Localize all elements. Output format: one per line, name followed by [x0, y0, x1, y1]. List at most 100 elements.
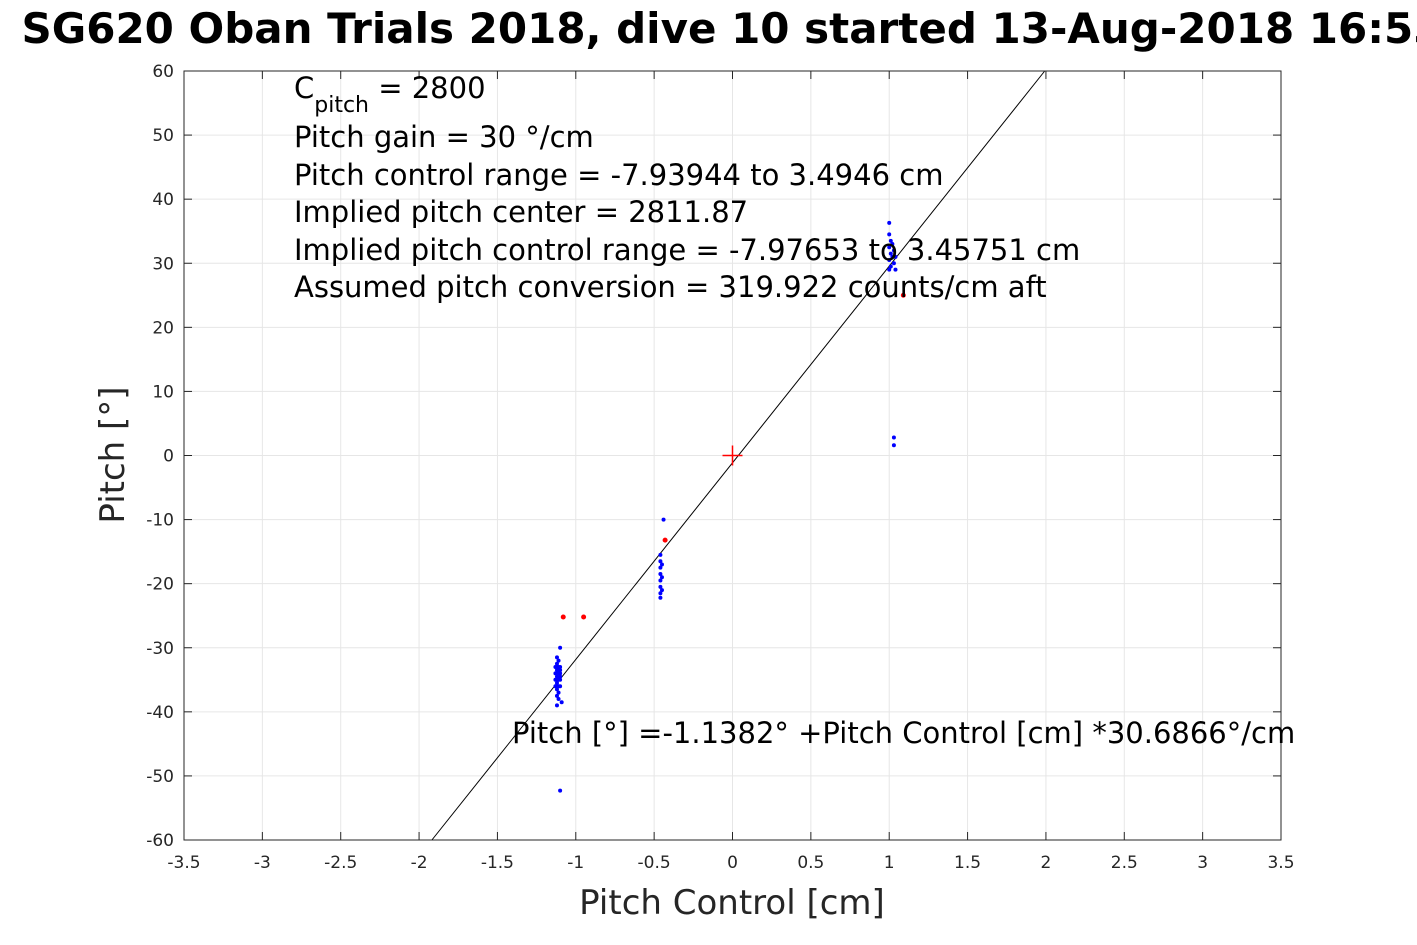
data-point: [554, 668, 559, 673]
y-tick-label: 10: [152, 382, 174, 402]
data-point: [553, 677, 558, 682]
x-tick-label: 2.5: [1111, 853, 1138, 873]
data-point: [658, 591, 663, 596]
x-tick-label: -3: [254, 853, 271, 873]
fit-equation-annotation: Pitch [°] =-1.1382° +Pitch Control [cm] …: [512, 716, 1295, 750]
x-tick-label: -2: [411, 853, 428, 873]
data-point: [890, 242, 895, 247]
x-tick-label: -1.5: [481, 853, 514, 873]
data-point: [558, 664, 563, 669]
data-point: [554, 703, 559, 708]
data-point: [888, 251, 893, 256]
data-point: [658, 552, 663, 557]
data-point: [553, 664, 558, 669]
control-range-annotation: Pitch control range = -7.93944 to 3.4946…: [294, 158, 943, 192]
x-tick-label: 2: [1041, 853, 1052, 873]
data-point: [658, 578, 663, 583]
data-point: [893, 254, 898, 259]
y-tick-label: -50: [146, 767, 174, 787]
y-tick-label: 40: [152, 190, 174, 210]
data-point: [558, 677, 563, 682]
y-tick-labels: -60 -50 -40 -30 -20 -10 0 10 20 30 40 50 60: [146, 62, 174, 851]
data-point: [556, 697, 561, 702]
annotation-block: Cpitch = 2800 Pitch gain = 30 °/cm Pitch…: [294, 71, 1080, 304]
excluded-point: [900, 292, 906, 298]
x-tick-label: 0.5: [797, 853, 824, 873]
y-tick-label: 30: [152, 254, 174, 274]
data-point: [553, 671, 558, 676]
data-point: [893, 267, 898, 272]
data-point: [659, 562, 664, 567]
x-tick-label: -0.5: [638, 853, 671, 873]
data-point: [554, 687, 559, 692]
x-axis-label: Pitch Control [cm]: [579, 883, 885, 923]
implied-center-annotation: Implied pitch center = 2811.87: [294, 195, 748, 229]
data-point: [559, 700, 564, 705]
data-point: [558, 645, 563, 650]
data-point: [658, 584, 663, 589]
data-point: [553, 684, 558, 689]
data-point: [658, 565, 663, 570]
data-point: [554, 661, 559, 666]
data-point: [891, 435, 896, 440]
data-point: [556, 690, 561, 695]
x-tick-labels: -3.5 -3 -2.5 -2 -1.5 -1 -0.5 0 0.5 1 1.5 2 2.5 3 3.5: [167, 853, 1294, 873]
data-point: [558, 684, 563, 689]
data-point: [887, 232, 892, 237]
tick-marks: [183, 70, 1282, 841]
y-tick-label: 60: [152, 62, 174, 82]
pitch-gain-annotation: Pitch gain = 30 °/cm: [294, 120, 594, 154]
data-point: [554, 674, 559, 679]
data-point: [558, 788, 563, 793]
x-tick-label: -1: [567, 853, 584, 873]
center-marker-group: [722, 445, 743, 466]
data-point: [554, 680, 559, 685]
c-pitch-annotation: Cpitch = 2800: [294, 71, 486, 118]
x-tick-label: 1.5: [954, 853, 981, 873]
data-point: [891, 248, 896, 253]
data-point: [888, 264, 893, 269]
data-point: [890, 254, 895, 259]
implied-range-annotation: Implied pitch control range = -7.97653 t…: [294, 233, 1080, 267]
data-point: [556, 658, 561, 663]
data-point: [658, 559, 663, 564]
x-tick-label: -2.5: [324, 853, 357, 873]
x-tick-label: 3.5: [1267, 853, 1294, 873]
data-point: [891, 261, 896, 266]
conversion-annotation: Assumed pitch conversion = 319.922 count…: [294, 270, 1047, 304]
y-tick-label: -40: [146, 703, 174, 723]
excluded-point: [581, 614, 587, 620]
y-tick-label: 20: [152, 318, 174, 338]
data-point: [887, 267, 892, 272]
data-point: [558, 671, 563, 676]
y-tick-label: -30: [146, 639, 174, 659]
data-point: [888, 238, 893, 243]
data-point: [554, 693, 559, 698]
excluded-point: [662, 537, 668, 543]
data-point: [887, 220, 892, 225]
data-point: [887, 245, 892, 250]
data-point: [659, 588, 664, 593]
data-point: [661, 517, 666, 522]
y-tick-label: -60: [146, 831, 174, 851]
c-pitch-value: = 2800: [369, 71, 486, 105]
data-point: [658, 572, 663, 577]
y-tick-label: -10: [146, 511, 174, 531]
x-tick-label: -3.5: [167, 853, 200, 873]
excluded-point: [560, 614, 566, 620]
data-point: [887, 258, 892, 263]
data-point: [558, 668, 563, 673]
data-point: [891, 443, 896, 448]
x-tick-label: 1: [884, 853, 895, 873]
data-point: [554, 655, 559, 660]
chart-title: SG620 Oban Trials 2018, dive 10 started …: [21, 4, 1417, 53]
x-tick-label: 3: [1197, 853, 1208, 873]
data-point: [658, 595, 663, 600]
data-points: [553, 220, 906, 793]
data-point: [659, 575, 664, 580]
data-point: [558, 674, 563, 679]
y-tick-label: 50: [152, 126, 174, 146]
y-axis-label: Pitch [°]: [93, 386, 133, 523]
c-pitch-label: C: [294, 71, 314, 105]
